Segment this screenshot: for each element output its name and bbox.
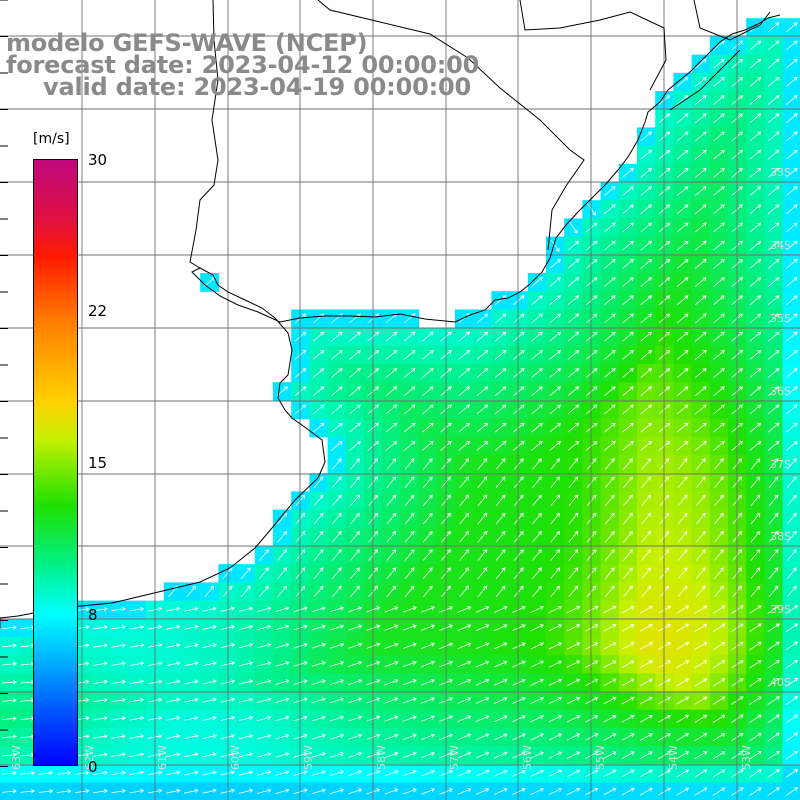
colorbar-unit-label: [m/s]: [33, 131, 70, 147]
lon-label: 62W: [83, 745, 96, 770]
lon-label: 53W: [740, 745, 753, 770]
lon-label: 57W: [448, 745, 461, 770]
lat-label: 35S: [770, 312, 791, 325]
lat-label: 34S: [770, 239, 791, 252]
model-title: modelo GEFS-WAVE (NCEP): [6, 29, 368, 57]
colorbar: [33, 159, 78, 766]
colorbar-tick-30: 30: [88, 151, 108, 169]
colorbar-tick-15: 15: [88, 454, 108, 472]
lon-label: 60W: [229, 745, 242, 770]
wind-speed-field: [0, 18, 800, 800]
colorbar-tick-0: 0: [88, 758, 98, 776]
colorbar-tick-22: 22: [88, 302, 108, 320]
lat-label: 39S: [770, 603, 791, 616]
lat-label: 36S: [770, 385, 791, 398]
lon-label: 54W: [667, 745, 680, 770]
lat-label: 40S: [770, 676, 791, 689]
lat-label: 37S: [770, 458, 791, 471]
lon-label: 63W: [10, 745, 23, 770]
wind-arrows: [2, 22, 799, 797]
longitude-labels: 63W 62W 61W 60W 59W 58W 57W 56W 55W 54W 53W: [10, 745, 753, 770]
lon-label: 56W: [521, 745, 534, 770]
coastline: [0, 0, 781, 628]
lon-label: 61W: [156, 745, 169, 770]
lat-label: 33S: [770, 166, 791, 179]
valid-date: valid date: 2023-04-19 00:00:00: [43, 73, 471, 101]
lat-label: 38S: [770, 530, 791, 543]
forecast-date: forecast date: 2023-04-12 00:00:00: [6, 51, 480, 79]
lon-label: 55W: [594, 745, 607, 770]
lon-label: 58W: [375, 745, 388, 770]
lon-label: 59W: [302, 745, 315, 770]
latitude-labels: 33S 34S 35S 36S 37S 38S 39S 40S: [770, 166, 791, 689]
colorbar-tick-8: 8: [88, 606, 98, 624]
